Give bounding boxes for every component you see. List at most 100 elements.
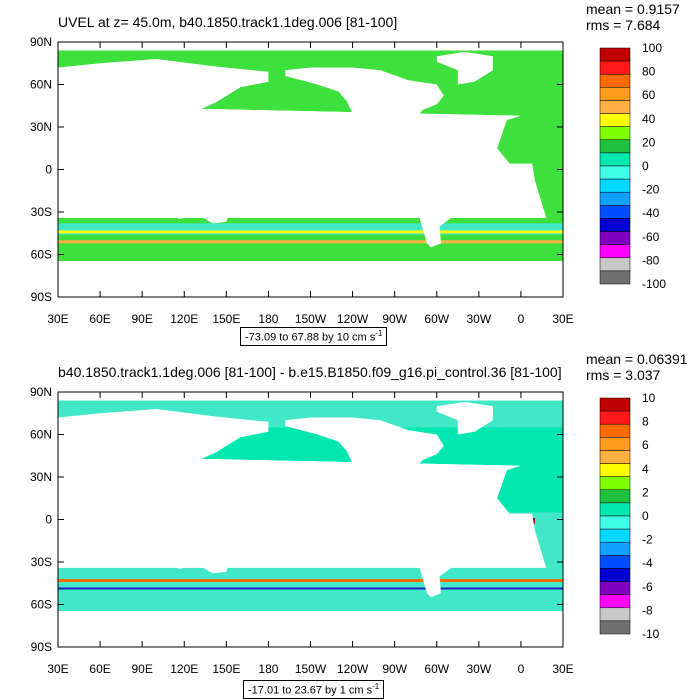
colorbar-swatch xyxy=(599,450,631,464)
colorbar-swatch xyxy=(599,257,631,272)
colorbar-label: -20 xyxy=(642,183,660,197)
colorbar-swatch xyxy=(599,73,631,88)
stats-box: mean = 0.9157 rms = 7.684 xyxy=(586,1,680,33)
colorbar-swatch xyxy=(599,397,631,412)
colorbar-swatch xyxy=(599,205,631,219)
colorbar-swatch xyxy=(599,165,631,180)
mean-value: mean = 0.06391 xyxy=(586,351,688,367)
map-figure: 90N 60N 30N 0 30S 60S 90S 30E 60E 90E 120E 150E 180 1… xyxy=(30,35,666,326)
colorbar-label: 0 xyxy=(642,159,649,173)
land-antarctica xyxy=(58,265,563,297)
lon-tick-label: 120W xyxy=(337,662,369,676)
panel-title: UVEL at z= 45.0m, b40.1850.track1.1deg.0… xyxy=(58,14,398,30)
stats-box: mean = 0.06391 rms = 3.037 xyxy=(586,351,688,383)
acc-jet xyxy=(58,230,563,234)
lon-tick-label: 90W xyxy=(382,312,407,326)
colorbar-label: 80 xyxy=(642,65,656,79)
lon-tick-label: 30E xyxy=(552,662,573,676)
colorbar-swatch xyxy=(599,244,631,259)
lon-tick-label: 60E xyxy=(89,662,110,676)
colorbar-swatch xyxy=(599,476,631,491)
colorbar-label: -6 xyxy=(642,580,653,594)
land-africa-west-seam xyxy=(58,455,547,568)
colorbar-swatch xyxy=(599,191,631,206)
colorbar-label: -4 xyxy=(642,556,653,570)
lon-tick-label: 120W xyxy=(337,312,369,326)
colorbar-swatch xyxy=(599,152,631,167)
colorbar-swatch xyxy=(599,620,631,635)
lon-tick-label: 90W xyxy=(382,662,407,676)
colorbar-swatch xyxy=(599,47,631,62)
lon-tick-label: 30W xyxy=(466,312,491,326)
lon-tick-label: 180 xyxy=(258,662,278,676)
anomaly-band xyxy=(58,587,563,590)
colorbar-swatch xyxy=(599,231,631,245)
lat-tick-label: 60N xyxy=(30,428,52,442)
lon-tick-label: 60E xyxy=(89,312,110,326)
lat-tick-label: 60N xyxy=(30,78,52,92)
colorbar-swatch xyxy=(599,60,631,75)
colorbar-swatch xyxy=(599,502,631,517)
colorbar-swatch xyxy=(599,87,631,101)
map-panel-top: UVEL at z= 45.0m, b40.1850.track1.1deg.0… xyxy=(30,1,680,346)
lon-tick-label: 150W xyxy=(295,312,327,326)
colorbar-label: 60 xyxy=(642,88,656,102)
map-panel-bottom: b40.1850.track1.1deg.006 [81-100] - b.e1… xyxy=(0,350,700,700)
lon-tick-label: 60W xyxy=(424,662,449,676)
lon-tick-label: 0 xyxy=(518,312,525,326)
colorbar-label: -8 xyxy=(642,603,653,617)
map-figure: 90N 60N 30N 0 30S 60S 90S 30E 60E 90E 120E 150E 180 1… xyxy=(30,385,660,676)
lon-tick-label: 90E xyxy=(131,312,152,326)
contour-range-label: -73.09 to 67.88 by 10 cm s-1 xyxy=(240,327,388,346)
lat-tick-label: 0 xyxy=(45,513,52,527)
colorbar-swatch xyxy=(599,410,631,425)
colorbar-swatch xyxy=(599,178,631,193)
lon-tick-label: 180 xyxy=(258,312,278,326)
colorbar-swatch xyxy=(599,126,631,141)
colorbar-label: 6 xyxy=(642,438,649,452)
colorbar-swatch xyxy=(599,568,631,582)
colorbar-label: 40 xyxy=(642,112,656,126)
colorbar-swatch xyxy=(599,139,631,154)
colorbar-label: 4 xyxy=(642,462,649,476)
lat-tick-label: 90N xyxy=(30,35,52,49)
lon-tick-label: 120E xyxy=(170,312,198,326)
land-africa-west-seam xyxy=(58,105,547,218)
colorbar-label: -80 xyxy=(642,253,660,267)
lat-tick-label: 90S xyxy=(31,640,52,654)
lat-tick-label: 30S xyxy=(31,205,52,219)
colorbar-swatch xyxy=(599,218,631,232)
colorbar-swatch xyxy=(599,463,631,477)
lon-tick-label: 30E xyxy=(47,312,68,326)
rms-value: rms = 7.684 xyxy=(586,17,661,33)
colorbar-label: 20 xyxy=(642,135,656,149)
colorbar-swatch xyxy=(599,489,631,504)
colorbar-swatch xyxy=(599,423,631,438)
colorbar-swatch xyxy=(599,541,631,556)
acc-jet xyxy=(58,240,563,244)
lat-tick-label: 90S xyxy=(31,290,52,304)
colorbar-label: 2 xyxy=(642,485,649,499)
colorbar-label: -2 xyxy=(642,533,653,547)
colorbar-swatch xyxy=(599,555,631,569)
colorbar-swatch xyxy=(599,100,631,114)
anomaly-band xyxy=(58,579,563,582)
lat-tick-label: 60S xyxy=(31,248,52,262)
colorbar-label: -60 xyxy=(642,230,660,244)
lon-tick-label: 90E xyxy=(131,662,152,676)
colorbar-label: -40 xyxy=(642,206,660,220)
lat-tick-label: 30N xyxy=(30,470,52,484)
mean-value: mean = 0.9157 xyxy=(586,1,680,17)
lat-tick-label: 30S xyxy=(31,555,52,569)
land-antarctica xyxy=(58,615,563,647)
lon-tick-label: 0 xyxy=(518,662,525,676)
lon-tick-label: 30E xyxy=(47,662,68,676)
colorbar-label: 10 xyxy=(642,391,656,405)
lat-tick-label: 30N xyxy=(30,120,52,134)
colorbar-swatch xyxy=(599,594,631,609)
southern-ocean-band xyxy=(58,223,563,235)
colorbar-swatch xyxy=(599,515,631,530)
colorbar-swatch xyxy=(599,607,631,622)
lat-tick-label: 60S xyxy=(31,598,52,612)
lon-tick-label: 30E xyxy=(552,312,573,326)
